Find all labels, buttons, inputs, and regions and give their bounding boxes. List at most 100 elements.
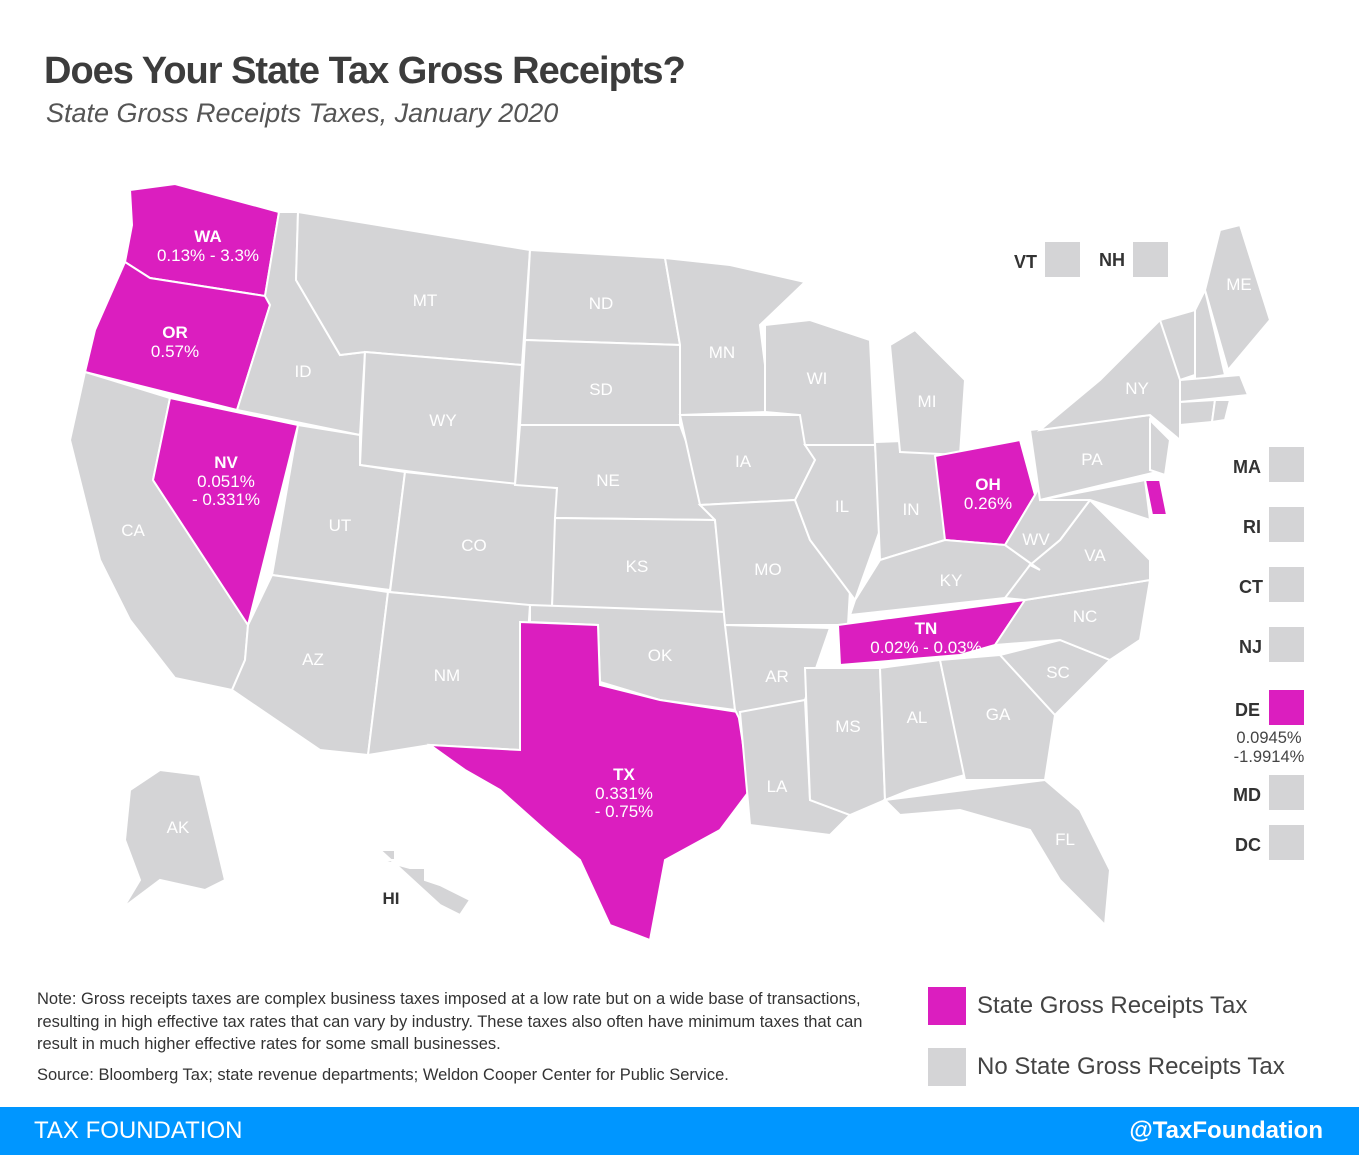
state-label-nd: ND xyxy=(589,294,614,313)
state-rate-tn: 0.02% - 0.03% xyxy=(870,638,982,657)
state-nj xyxy=(1149,417,1172,477)
state-label-wa: WA xyxy=(194,227,221,246)
state-label-mt: MT xyxy=(413,291,438,310)
state-label-nm: NM xyxy=(434,666,460,685)
state-label-tn: TN xyxy=(915,619,938,638)
map-subtitle: State Gross Receipts Taxes, January 2020 xyxy=(46,98,559,128)
state-label-sd: SD xyxy=(589,380,613,399)
state-rate-tx: 0.331% xyxy=(595,784,653,803)
legend-label: State Gross Receipts Tax xyxy=(977,992,1248,1019)
state-ma xyxy=(1179,373,1250,404)
state-ms xyxy=(803,667,887,817)
state-tn xyxy=(836,598,1028,667)
state-label-wv: WV xyxy=(1022,530,1050,549)
source-text: Source: Bloomberg Tax; state revenue dep… xyxy=(37,1066,729,1084)
state-label-mn: MN xyxy=(709,343,735,362)
state-label-ky: KY xyxy=(940,571,963,590)
state-box-label-ri: RI xyxy=(1243,517,1261,537)
state-label-or: OR xyxy=(162,323,188,342)
footer-brand: TAX FOUNDATION xyxy=(34,1117,243,1144)
state-ak xyxy=(109,768,227,931)
state-box-label-nj: NJ xyxy=(1239,637,1263,657)
state-tx xyxy=(426,620,752,942)
state-label-wi: WI xyxy=(807,369,828,388)
state-md xyxy=(1039,478,1152,522)
footer-bar: TAX FOUNDATION @TaxFoundation xyxy=(0,1107,1359,1155)
state-label-ia: IA xyxy=(735,452,752,471)
state-de xyxy=(1143,479,1169,516)
state-label-me: ME xyxy=(1226,275,1252,294)
state-box-nh xyxy=(1133,242,1168,277)
state-label-mo: MO xyxy=(754,560,781,579)
state-rate-nv: - 0.331% xyxy=(192,490,260,509)
state-label-ak: AK xyxy=(167,818,190,837)
state-fl xyxy=(882,778,1112,928)
state-ga xyxy=(938,653,1057,781)
state-box-label-ma: MA xyxy=(1233,457,1261,477)
note-text: Note: Gross receipts taxes are complex b… xyxy=(37,990,863,1053)
state-me xyxy=(1203,223,1272,373)
state-box-label-ct: CT xyxy=(1239,577,1263,597)
state-box-vt xyxy=(1045,242,1080,277)
state-label-nv: NV xyxy=(214,453,238,472)
state-label-ne: NE xyxy=(596,471,620,490)
footer-handle[interactable]: @TaxFoundation xyxy=(1129,1117,1323,1144)
state-label-ok: OK xyxy=(648,646,673,665)
state-label-ca: CA xyxy=(121,521,145,540)
state-label-fl: FL xyxy=(1055,830,1075,849)
state-rate-or: 0.57% xyxy=(151,342,199,361)
state-label-mi: MI xyxy=(918,392,937,411)
state-rate-tx: - 0.75% xyxy=(595,802,654,821)
state-label-ut: UT xyxy=(329,516,352,535)
state-label-la: LA xyxy=(767,777,788,796)
state-label-sc: SC xyxy=(1046,663,1070,682)
state-label-wy: WY xyxy=(429,411,456,430)
legend-item-tax: State Gross Receipts Tax xyxy=(928,987,1247,1025)
state-label-ar: AR xyxy=(765,667,789,686)
map-title: Does Your State Tax Gross Receipts? xyxy=(44,50,686,92)
state-box-label-vt: VT xyxy=(1014,252,1038,272)
state-hi xyxy=(377,849,472,917)
state-label-il: IL xyxy=(835,497,849,516)
state-label-ny: NY xyxy=(1125,379,1149,398)
legend-swatch-no-tax xyxy=(928,1048,966,1086)
state-mi xyxy=(888,328,967,457)
state-box-label-de: DE xyxy=(1235,700,1261,720)
state-label-oh: OH xyxy=(975,475,1001,494)
legend-swatch-tax xyxy=(928,987,966,1025)
state-box-label-dc: DC xyxy=(1235,835,1261,855)
state-label-tx: TX xyxy=(613,765,635,784)
state-label-al: AL xyxy=(907,708,928,727)
us-map: WA0.13% - 3.3% OR0.57% CA NV0.051%- 0.331% I… xyxy=(68,182,1272,942)
state-label-ms: MS xyxy=(835,717,861,736)
state-wv xyxy=(1003,483,1092,571)
state-ri xyxy=(1210,399,1232,424)
state-box-rate-de: 0.0945% -1.9914% xyxy=(1233,729,1305,766)
state-box-dc xyxy=(1269,825,1304,860)
state-box-nj xyxy=(1269,627,1304,662)
state-label-pa: PA xyxy=(1081,450,1103,469)
state-label-nc: NC xyxy=(1073,607,1098,626)
state-label-az: AZ xyxy=(302,650,324,669)
state-label-ks: KS xyxy=(626,557,649,576)
state-box-ma xyxy=(1269,447,1304,482)
state-al xyxy=(878,658,967,802)
state-label-in: IN xyxy=(903,500,920,519)
state-label-id: ID xyxy=(295,362,312,381)
state-label-va: VA xyxy=(1084,546,1106,565)
state-nh xyxy=(1194,287,1227,382)
state-rate-oh: 0.26% xyxy=(964,494,1012,513)
state-box-ri xyxy=(1269,507,1304,542)
state-rate-nv: 0.051% xyxy=(197,472,255,491)
state-ct xyxy=(1179,398,1217,427)
legend-item-no-tax: No State Gross Receipts Tax xyxy=(928,1048,1285,1086)
state-box-ct xyxy=(1269,567,1304,602)
state-label-co: CO xyxy=(461,536,487,555)
state-box-label-md: MD xyxy=(1233,785,1261,805)
state-box-label-nh: NH xyxy=(1099,250,1125,270)
state-box-de xyxy=(1269,690,1304,725)
state-rate-wa: 0.13% - 3.3% xyxy=(157,246,259,265)
legend-label: No State Gross Receipts Tax xyxy=(977,1053,1285,1080)
state-label-ga: GA xyxy=(986,705,1011,724)
state-label-hi: HI xyxy=(383,889,400,908)
